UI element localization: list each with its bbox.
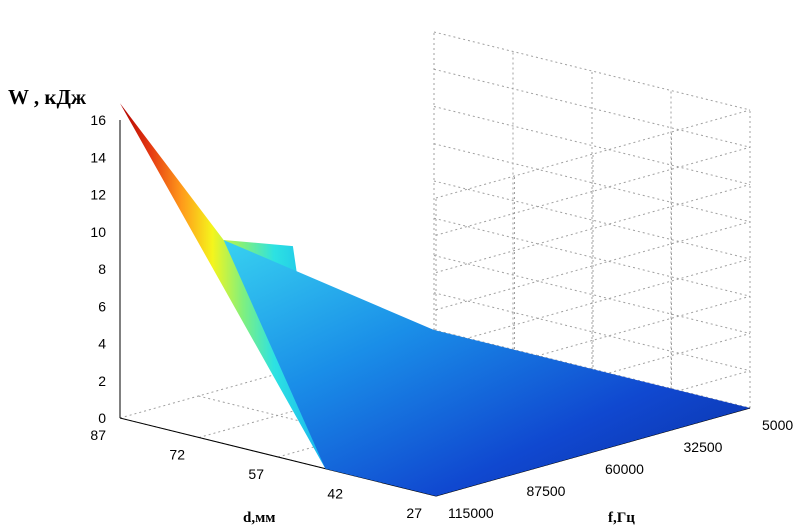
d-tick-labels: 87 72 57 42 27 [90,427,422,521]
d-tick-label: 72 [169,447,185,463]
f-tick-label: 115000 [448,505,494,521]
z-tick-label: 4 [98,336,106,352]
z-tick-label: 10 [90,224,106,240]
d-tick-label: 42 [327,486,343,502]
grid-line-z-right [433,180,751,260]
z-axis-title: W , кДж [8,85,87,109]
d-axis-title: d,мм [243,510,276,526]
grid-line-z-back [435,370,751,460]
surface-band-steep [120,103,326,469]
f-tick-label: 32500 [684,439,723,455]
f-tick-label: 60000 [605,461,644,477]
z-tick-label: 8 [98,261,106,277]
grid-line-z-back [435,184,751,273]
grid-line-z-right [433,143,751,223]
f-tick-label: 5000 [762,417,793,433]
grid-line-z-right [433,255,751,334]
z-tick-labels: 0 2 4 6 8 10 12 14 16 [90,112,106,426]
surface-band-flat [223,239,750,496]
f-tick-label: 87500 [527,483,566,499]
z-tick-label: 16 [90,112,106,128]
grid-line-z-back [435,295,751,385]
grid-line-z-back [435,258,751,348]
z-tick-label: 14 [90,149,106,165]
grid-line-z-right [433,106,751,185]
d-tick-label: 57 [248,466,264,482]
grid-line-z-right [433,292,751,372]
grid-line-z-back [435,146,751,236]
grid-line-z-right [433,31,751,111]
z-tick-label: 2 [98,373,106,389]
grid-line-z-back [435,333,751,422]
f-tick-labels: 115000 87500 60000 32500 5000 [448,417,793,521]
z-tick-label: 0 [98,410,106,426]
f-axis-title: f,Гц [608,510,635,526]
energy-surface [120,103,750,496]
grid-line-z-back [435,221,751,311]
d-tick-label: 27 [406,505,422,521]
d-tick-label: 87 [90,427,106,443]
grid-line-z-right [433,68,751,148]
grid-line-z-back [435,109,751,199]
z-tick-label: 12 [90,187,106,203]
grid-line-z-right [433,217,751,297]
z-tick-label: 6 [98,298,106,314]
